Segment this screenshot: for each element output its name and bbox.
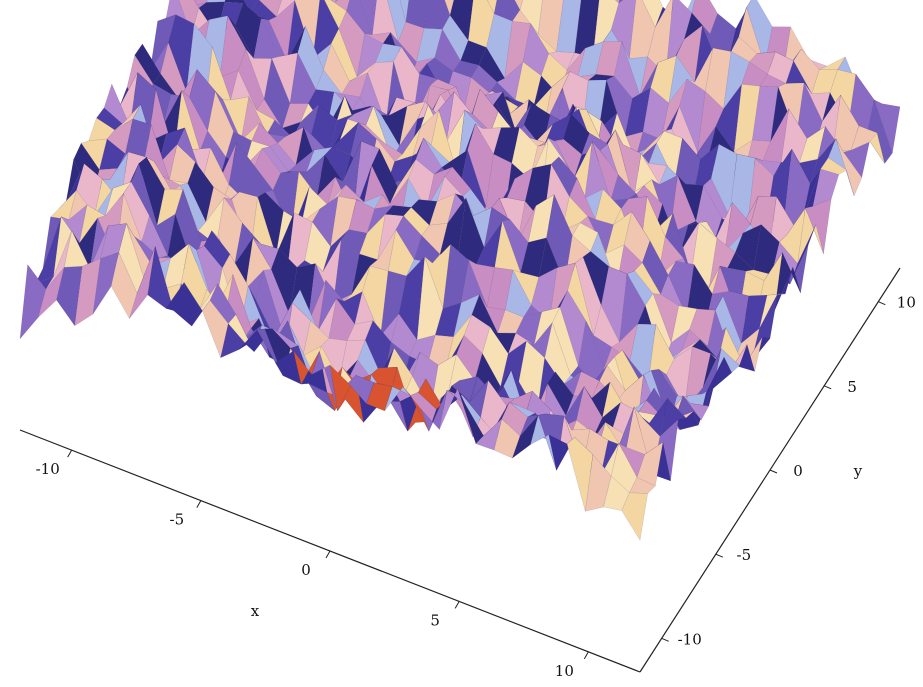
x-tick — [584, 652, 588, 659]
x-tick-label: 0 — [301, 561, 311, 579]
y-axis-label: y — [853, 462, 863, 480]
x-tick-label: -10 — [36, 460, 60, 478]
y-tick-label: -10 — [678, 630, 702, 648]
x-tick-label: -5 — [170, 511, 185, 529]
y-tick — [770, 470, 777, 473]
x-tick-label: 10 — [555, 662, 574, 680]
y-tick-label: 10 — [897, 294, 916, 312]
y-tick — [662, 638, 669, 641]
x-axis-label: x — [251, 602, 260, 620]
y-tick — [716, 554, 723, 557]
x-tick — [68, 450, 72, 457]
chart: x y -10 -5 0 5 10 -10 -5 0 5 10 — [0, 0, 923, 687]
x-tick — [326, 551, 330, 558]
x-tick — [455, 601, 459, 608]
y-tick-label: 0 — [793, 462, 803, 480]
page: {"chart_data": {"type": "surface3d", "xl… — [0, 0, 923, 687]
y-tick-label: 5 — [847, 378, 857, 396]
surface — [20, 0, 900, 540]
y-tick-label: -5 — [737, 546, 752, 564]
x-tick-label: 5 — [430, 611, 440, 629]
x-tick — [197, 501, 201, 508]
y-tick — [878, 302, 885, 305]
y-tick — [824, 386, 831, 389]
